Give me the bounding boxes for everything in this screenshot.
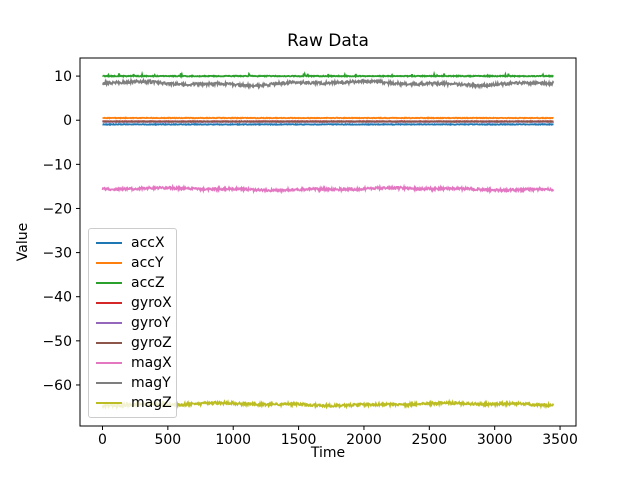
legend-item-magZ: magZ: [96, 393, 172, 413]
x-tick-label: 3000: [477, 432, 513, 448]
series-line-accX: [102, 122, 554, 127]
x-tick-label: 2000: [346, 432, 382, 448]
legend-line-sample-accY: [96, 262, 122, 264]
legend-line-sample-accX: [96, 242, 122, 244]
legend-line-sample-magX: [96, 362, 122, 364]
legend-item-gyroZ: gyroZ: [96, 333, 172, 353]
y-tick-label: −20: [42, 201, 72, 217]
legend-item-magX: magX: [96, 353, 172, 373]
legend-item-gyroY: gyroY: [96, 313, 171, 333]
legend-line-sample-gyroX: [96, 302, 122, 304]
legend-label: accZ: [131, 275, 165, 291]
legend-item-gyroX: gyroX: [96, 293, 172, 313]
legend-line-sample-magZ: [96, 402, 122, 404]
legend-label: magY: [131, 375, 171, 391]
legend-line-sample-accZ: [96, 282, 122, 284]
legend-label: gyroX: [131, 295, 172, 311]
x-tick-label: 500: [154, 432, 181, 448]
y-tick-label: −50: [42, 334, 72, 350]
x-tick-label: 3500: [542, 432, 578, 448]
legend-label: magX: [131, 355, 172, 371]
series-line-magZ: [101, 398, 555, 411]
legend-label: gyroY: [131, 315, 171, 331]
legend-label: gyroZ: [131, 335, 172, 351]
legend-line-sample-gyroY: [96, 322, 122, 324]
series-line-gyroZ: [102, 120, 554, 124]
y-tick-label: 0: [63, 113, 72, 129]
x-tick-label: 1500: [281, 432, 317, 448]
x-tick-label: 2500: [411, 432, 447, 448]
legend-label: accX: [131, 235, 165, 251]
x-tick-label: 0: [98, 432, 107, 448]
y-tick-label: −10: [42, 157, 72, 173]
y-tick-label: 10: [54, 69, 72, 85]
legend-item-accZ: accZ: [96, 273, 169, 293]
y-tick-label: −40: [42, 290, 72, 306]
chart-title: Raw Data: [287, 31, 369, 51]
y-axis-label: Value: [15, 222, 31, 262]
legend-item-accX: accX: [96, 233, 169, 253]
legend-item-magY: magY: [96, 373, 171, 393]
legend: accX accY accZ gyroX gyroY gyroZ magX magY magZ: [88, 228, 177, 418]
series-line-magY: [102, 77, 555, 90]
legend-line-sample-gyroZ: [96, 342, 122, 344]
series-line-accY: [102, 116, 554, 120]
series-line-accZ: [102, 70, 554, 80]
legend-item-accY: accY: [96, 253, 169, 273]
y-tick-label: −60: [42, 378, 72, 394]
axes-frame: [79, 57, 577, 427]
x-tick-label: 1000: [215, 432, 251, 448]
legend-line-sample-magY: [96, 382, 122, 384]
series-line-magX: [101, 183, 555, 195]
legend-label: accY: [131, 255, 164, 271]
legend-label: magZ: [131, 395, 172, 411]
y-tick-label: −30: [42, 246, 72, 262]
x-axis-label: Time: [310, 445, 346, 461]
